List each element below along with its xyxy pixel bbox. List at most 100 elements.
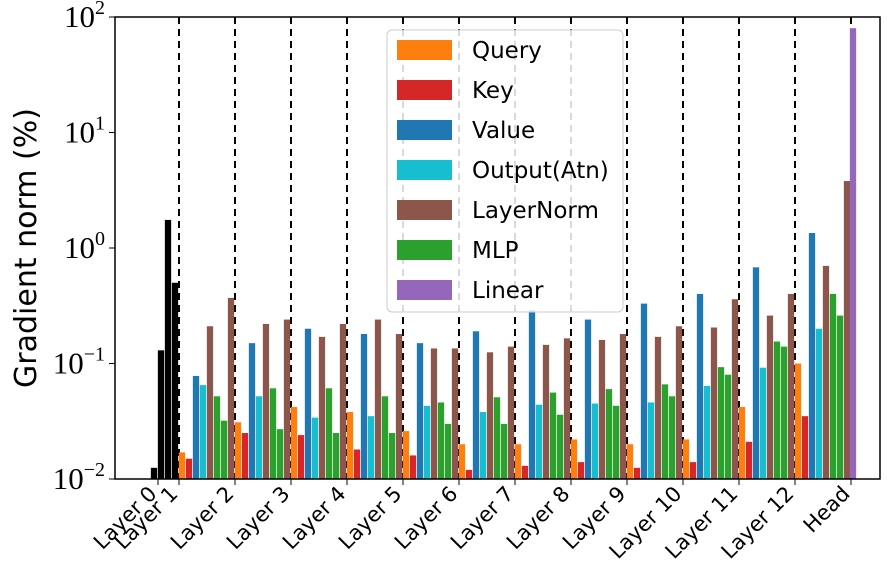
bar xyxy=(234,422,242,479)
bar xyxy=(318,336,326,479)
bar xyxy=(472,331,480,479)
bar xyxy=(297,435,305,479)
bar xyxy=(157,350,165,479)
bar xyxy=(290,407,298,479)
bar xyxy=(332,433,340,479)
bar xyxy=(535,404,543,479)
bar xyxy=(360,334,368,479)
y-tick-label: 102 xyxy=(64,0,105,34)
legend-label: LayerNorm xyxy=(472,198,599,224)
bar xyxy=(661,384,669,479)
legend-label: Linear xyxy=(472,278,544,304)
bar xyxy=(843,181,851,480)
bar xyxy=(220,420,228,479)
bar xyxy=(549,392,557,479)
legend-swatch xyxy=(397,280,452,300)
y-tick-exponent: 2 xyxy=(95,0,105,19)
bar xyxy=(451,348,459,479)
bar xyxy=(178,452,186,479)
bar xyxy=(724,374,732,479)
bar xyxy=(283,319,291,479)
bar xyxy=(675,326,683,479)
legend-label: Output(Atn) xyxy=(472,158,609,184)
bar xyxy=(780,346,788,479)
legend-swatch xyxy=(397,120,452,140)
bar xyxy=(696,293,704,479)
bar xyxy=(416,343,424,479)
bar xyxy=(437,402,445,479)
y-tick-exponent: −1 xyxy=(84,344,105,366)
bar xyxy=(717,367,725,479)
bar xyxy=(766,315,774,479)
y-tick-label: 100 xyxy=(64,228,105,265)
bar xyxy=(514,444,522,479)
bar xyxy=(689,462,697,479)
bar xyxy=(430,348,438,479)
legend-label: Value xyxy=(472,118,535,144)
bar xyxy=(409,455,417,479)
y-tick-exponent: 1 xyxy=(95,113,105,135)
bar xyxy=(206,326,214,479)
bar xyxy=(801,416,809,479)
bar xyxy=(710,327,718,479)
bar xyxy=(773,341,781,479)
bar xyxy=(262,323,270,479)
legend-swatch xyxy=(397,200,452,220)
y-tick-base: 10 xyxy=(64,0,95,34)
bar xyxy=(381,396,389,479)
y-tick-base: 10 xyxy=(53,346,84,381)
bar xyxy=(654,336,662,479)
bar xyxy=(605,389,613,479)
bar xyxy=(458,444,466,479)
bar xyxy=(584,319,592,479)
bar xyxy=(269,388,277,479)
legend-swatch xyxy=(397,40,452,60)
bar xyxy=(500,423,508,479)
bar xyxy=(346,412,354,479)
bar xyxy=(304,328,312,479)
bar xyxy=(423,405,431,479)
bar xyxy=(367,416,375,479)
bar xyxy=(353,449,361,479)
legend-label: Query xyxy=(472,38,542,64)
bar xyxy=(563,338,571,479)
bar xyxy=(528,310,536,479)
bar xyxy=(577,462,585,479)
bar xyxy=(255,396,263,479)
bar xyxy=(493,397,501,479)
bar xyxy=(752,267,760,479)
bar xyxy=(556,414,564,479)
legend-swatch xyxy=(397,80,452,100)
bar xyxy=(787,293,795,479)
bar xyxy=(647,402,655,479)
bar xyxy=(395,334,403,479)
bar xyxy=(213,396,221,479)
legend-label: Key xyxy=(472,78,514,104)
y-tick-label: 101 xyxy=(64,113,105,150)
bar xyxy=(836,315,844,479)
bar xyxy=(276,429,284,479)
bar xyxy=(619,334,627,479)
bar xyxy=(808,232,816,479)
bar xyxy=(185,458,193,479)
y-tick-exponent: 0 xyxy=(95,228,105,250)
bar xyxy=(199,385,207,479)
y-axis-label: Gradient norm (%) xyxy=(9,108,44,388)
bar xyxy=(598,339,606,479)
x-tick-label: Head xyxy=(799,482,855,538)
bar xyxy=(311,417,319,479)
bar xyxy=(227,297,235,479)
y-tick-label: 10−2 xyxy=(53,459,105,496)
bar xyxy=(794,363,802,479)
y-tick-base: 10 xyxy=(64,115,95,150)
bar xyxy=(612,405,620,479)
bar xyxy=(815,328,823,479)
y-tick-label: 10−1 xyxy=(53,344,105,381)
bar xyxy=(626,444,634,479)
bar xyxy=(682,439,690,479)
bar xyxy=(248,343,256,479)
bar xyxy=(570,439,578,479)
bar xyxy=(479,412,487,479)
bar xyxy=(738,407,746,479)
